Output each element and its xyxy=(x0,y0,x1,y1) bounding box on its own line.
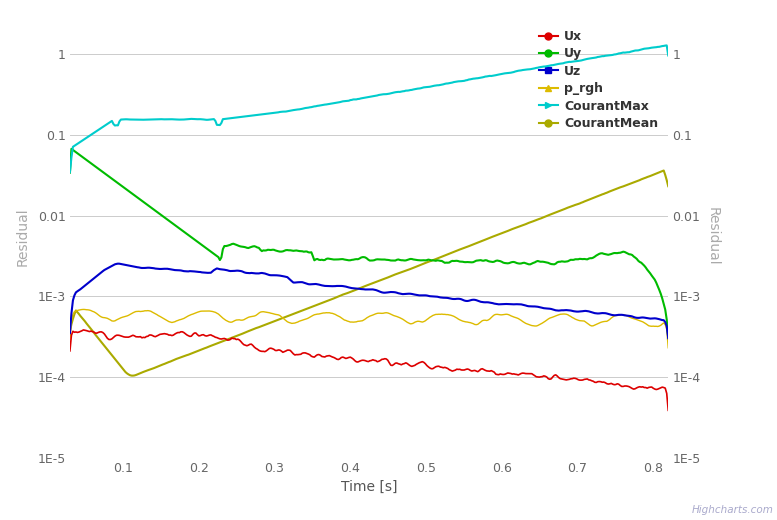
p_rgh xyxy=(139,308,148,314)
X-axis label: Time [s]: Time [s] xyxy=(341,480,397,495)
CourantMean xyxy=(304,305,313,311)
CourantMax xyxy=(664,53,673,59)
Uy xyxy=(139,199,148,205)
Legend: Ux, Uy, Uz, p_rgh, CourantMax, CourantMean: Ux, Uy, Uz, p_rgh, CourantMax, CourantMe… xyxy=(535,27,662,134)
CourantMax xyxy=(662,42,671,48)
Uz xyxy=(664,335,673,341)
Line: Uz: Uz xyxy=(70,264,668,338)
CourantMean xyxy=(128,372,138,379)
Uz xyxy=(502,301,511,307)
Uy xyxy=(502,260,511,266)
p_rgh xyxy=(262,309,271,315)
Uz xyxy=(113,261,123,267)
CourantMax xyxy=(441,81,451,87)
CourantMax xyxy=(138,116,147,123)
CourantMax xyxy=(497,71,507,77)
Uy xyxy=(443,259,452,266)
CourantMax xyxy=(500,70,510,76)
p_rgh xyxy=(502,311,511,317)
Ux xyxy=(262,348,271,354)
CourantMean xyxy=(443,251,452,257)
Uy xyxy=(65,170,75,176)
Ux xyxy=(443,366,452,372)
CourantMax xyxy=(65,169,75,175)
Uz xyxy=(304,281,313,288)
CourantMean xyxy=(502,228,511,235)
Uy xyxy=(67,146,76,152)
CourantMean xyxy=(65,328,75,334)
Line: Ux: Ux xyxy=(70,330,668,410)
Ux xyxy=(304,351,313,357)
CourantMean xyxy=(664,183,673,189)
CourantMax xyxy=(302,105,312,111)
Uz xyxy=(139,265,148,271)
Y-axis label: Residual: Residual xyxy=(706,207,720,266)
CourantMean xyxy=(262,321,271,328)
Ux xyxy=(139,334,148,341)
p_rgh xyxy=(65,336,75,343)
CourantMax xyxy=(260,111,270,117)
p_rgh xyxy=(664,345,673,351)
Ux xyxy=(664,407,673,413)
Uy xyxy=(262,247,271,253)
Uz xyxy=(262,271,271,277)
p_rgh xyxy=(304,315,313,321)
Ux xyxy=(65,348,75,354)
p_rgh xyxy=(499,311,508,318)
Line: CourantMean: CourantMean xyxy=(70,171,668,375)
Line: p_rgh: p_rgh xyxy=(70,309,668,348)
CourantMean xyxy=(139,369,148,375)
CourantMean xyxy=(659,167,668,174)
CourantMean xyxy=(499,229,508,236)
Uz xyxy=(443,295,452,301)
Y-axis label: Residual: Residual xyxy=(16,207,30,266)
Uz xyxy=(65,330,75,336)
Uy xyxy=(499,259,508,266)
Line: Uy: Uy xyxy=(70,149,668,337)
Ux xyxy=(502,370,511,376)
p_rgh xyxy=(443,311,452,318)
Uy xyxy=(304,249,313,255)
Ux xyxy=(78,327,88,333)
Text: Highcharts.com: Highcharts.com xyxy=(692,505,773,515)
Uy xyxy=(664,334,673,341)
p_rgh xyxy=(78,306,88,313)
Uz xyxy=(499,301,508,307)
Ux xyxy=(499,371,508,378)
Line: CourantMax: CourantMax xyxy=(70,45,668,172)
